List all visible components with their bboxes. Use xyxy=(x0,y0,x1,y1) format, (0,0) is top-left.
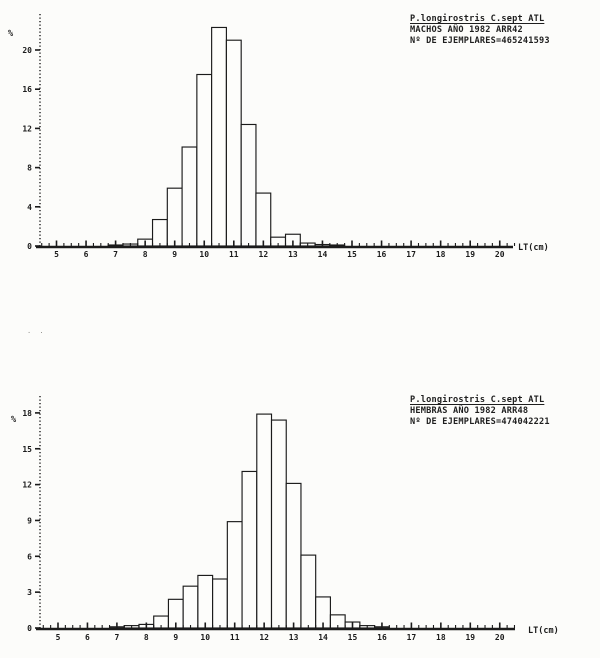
x-tick-label: 17 xyxy=(406,250,416,259)
x-tick-label: 11 xyxy=(229,250,239,259)
x-tick-label: 13 xyxy=(288,250,298,259)
x-tick-label: 18 xyxy=(436,633,446,642)
legend-machos: P.longirostris C.sept ATL MACHOS AÑO 198… xyxy=(410,14,585,46)
x-tick-label: 14 xyxy=(318,250,328,259)
x-tick-label: 15 xyxy=(347,250,357,259)
x-tick-label: 12 xyxy=(259,250,269,259)
x-tick-label: 16 xyxy=(377,633,387,642)
y-tick-label: 0 xyxy=(27,242,32,251)
x-tick-label: 10 xyxy=(199,250,209,259)
legend-count: Nº DE EJEMPLARES=474042221 xyxy=(410,416,550,427)
x-tick-label: 13 xyxy=(289,633,299,642)
scan-artifact: . . xyxy=(27,327,46,335)
x-tick-label: 20 xyxy=(495,633,505,642)
legend-title: P.longirostris C.sept ATL xyxy=(410,395,545,405)
y-tick-label: 4 xyxy=(27,203,32,212)
y-tick-label: 3 xyxy=(27,588,32,597)
histogram-bar xyxy=(196,73,213,247)
histogram-bar xyxy=(285,482,302,629)
histogram-bar xyxy=(197,574,214,629)
x-tick-label: 14 xyxy=(318,633,328,642)
x-tick-label: 8 xyxy=(144,633,149,642)
x-tick-label: 16 xyxy=(377,250,387,259)
y-tick-label: 12 xyxy=(22,481,32,490)
legend-subtitle: HEMBRAS AÑO 1982 ARR48 xyxy=(410,405,529,416)
histogram-bar xyxy=(212,578,228,629)
x-tick-label: 19 xyxy=(465,250,475,259)
x-tick-label: 12 xyxy=(259,633,269,642)
x-tick-label: 5 xyxy=(56,633,61,642)
x-tick-label: 9 xyxy=(173,633,178,642)
histogram-bar xyxy=(240,123,257,247)
legend-count: Nº DE EJEMPLARES=465241593 xyxy=(410,35,550,46)
x-tick-label: 15 xyxy=(348,633,358,642)
y-axis-label: % xyxy=(8,29,14,39)
x-tick-label: 17 xyxy=(407,633,417,642)
x-tick-label: 6 xyxy=(84,250,89,259)
legend-hembras: P.longirostris C.sept ATL HEMBRAS AÑO 19… xyxy=(410,395,585,427)
x-tick-label: 20 xyxy=(495,250,505,259)
x-axis-label: LT(cm) xyxy=(518,243,549,253)
y-tick-label: 16 xyxy=(22,85,32,94)
x-tick-label: 19 xyxy=(465,633,475,642)
y-tick-label: 6 xyxy=(27,552,32,561)
histogram-bar xyxy=(211,26,227,247)
y-tick-label: 12 xyxy=(22,124,32,133)
y-tick-label: 0 xyxy=(27,624,32,633)
x-tick-label: 5 xyxy=(54,250,59,259)
y-tick-label: 9 xyxy=(27,516,32,525)
x-tick-label: 10 xyxy=(200,633,210,642)
histogram-bar xyxy=(181,146,198,247)
histogram-bar xyxy=(166,187,183,247)
histogram-bar xyxy=(226,521,243,629)
histogram-bar xyxy=(225,39,242,247)
x-tick-label: 6 xyxy=(85,633,90,642)
histogram-bar xyxy=(241,470,258,629)
y-tick-label: 18 xyxy=(22,409,32,418)
y-axis-label: % xyxy=(11,415,17,425)
histogram-bar xyxy=(255,192,272,247)
x-tick-label: 11 xyxy=(230,633,240,642)
histogram-bar xyxy=(256,413,273,629)
y-tick-label: 15 xyxy=(22,445,32,454)
x-tick-label: 8 xyxy=(143,250,148,259)
histogram-bar xyxy=(182,585,199,629)
legend-subtitle: MACHOS AÑO 1982 ARR42 xyxy=(410,24,523,35)
x-tick-label: 9 xyxy=(172,250,177,259)
legend-title: P.longirostris C.sept ATL xyxy=(410,14,545,24)
x-tick-label: 18 xyxy=(436,250,446,259)
x-axis-label: LT(cm) xyxy=(528,626,559,636)
x-tick-label: 7 xyxy=(114,633,119,642)
y-tick-label: 20 xyxy=(22,46,32,55)
histogram-bar xyxy=(151,218,168,247)
histogram-bar xyxy=(300,554,317,629)
y-tick-label: 8 xyxy=(27,164,32,173)
histogram-bar xyxy=(270,419,287,629)
x-tick-label: 7 xyxy=(113,250,118,259)
